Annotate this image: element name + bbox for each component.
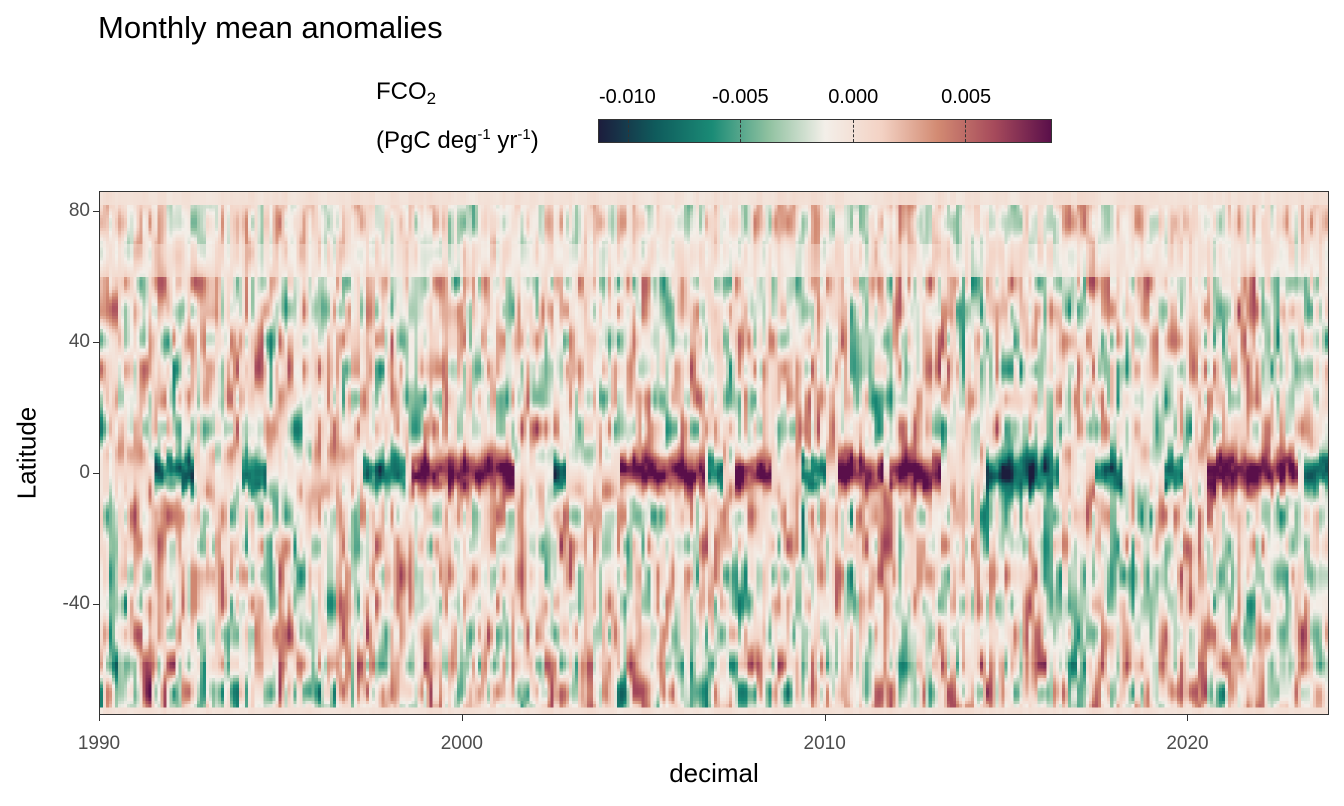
y-axis-tick-label: 40 [68, 330, 90, 352]
x-axis-label: decimal [669, 758, 759, 788]
colorbar-tick-label: -0.010 [599, 86, 656, 108]
y-axis-label: Latitude [11, 406, 42, 500]
y-axis-tick-label: -40 [62, 592, 90, 614]
x-axis-tick-label: 2000 [440, 733, 483, 754]
colorbar-tick [740, 120, 742, 142]
heatmap-raster [100, 192, 1328, 714]
y-axis-tick [93, 210, 99, 212]
y-axis-tick [93, 603, 99, 605]
colorbar-tick-label: 0.005 [941, 86, 992, 108]
x-axis-tick [461, 715, 463, 721]
colorbar-tick [628, 120, 630, 142]
x-axis-tick [99, 715, 100, 721]
x-axis-tick [1187, 715, 1189, 721]
colorbar-title-line2: (PgC deg-1 yr-1) [376, 126, 539, 154]
colorbar-tick-label: 0.000 [828, 86, 879, 108]
y-axis-tick [93, 472, 99, 474]
colorbar-tick [964, 120, 966, 142]
x-axis-tick [824, 715, 826, 721]
x-axis-tick-label: 2010 [803, 733, 846, 754]
x-axis-tick-label: 1990 [77, 733, 121, 754]
colorbar [598, 119, 1052, 143]
colorbar-title-line1: FCO2 [376, 78, 437, 108]
y-axis-tick-label: 0 [79, 461, 90, 483]
colorbar-tick-label: -0.005 [711, 86, 769, 108]
chart-title: Monthly mean anomalies [98, 10, 443, 45]
colorbar-title: FCO2 (PgC deg-1 yr-1) [376, 74, 539, 159]
y-axis-tick-label: 80 [68, 199, 90, 221]
x-axis-tick-label: 2020 [1166, 733, 1209, 754]
plot-panel [99, 191, 1329, 715]
colorbar-tick [852, 120, 854, 142]
y-axis-tick [93, 341, 99, 343]
